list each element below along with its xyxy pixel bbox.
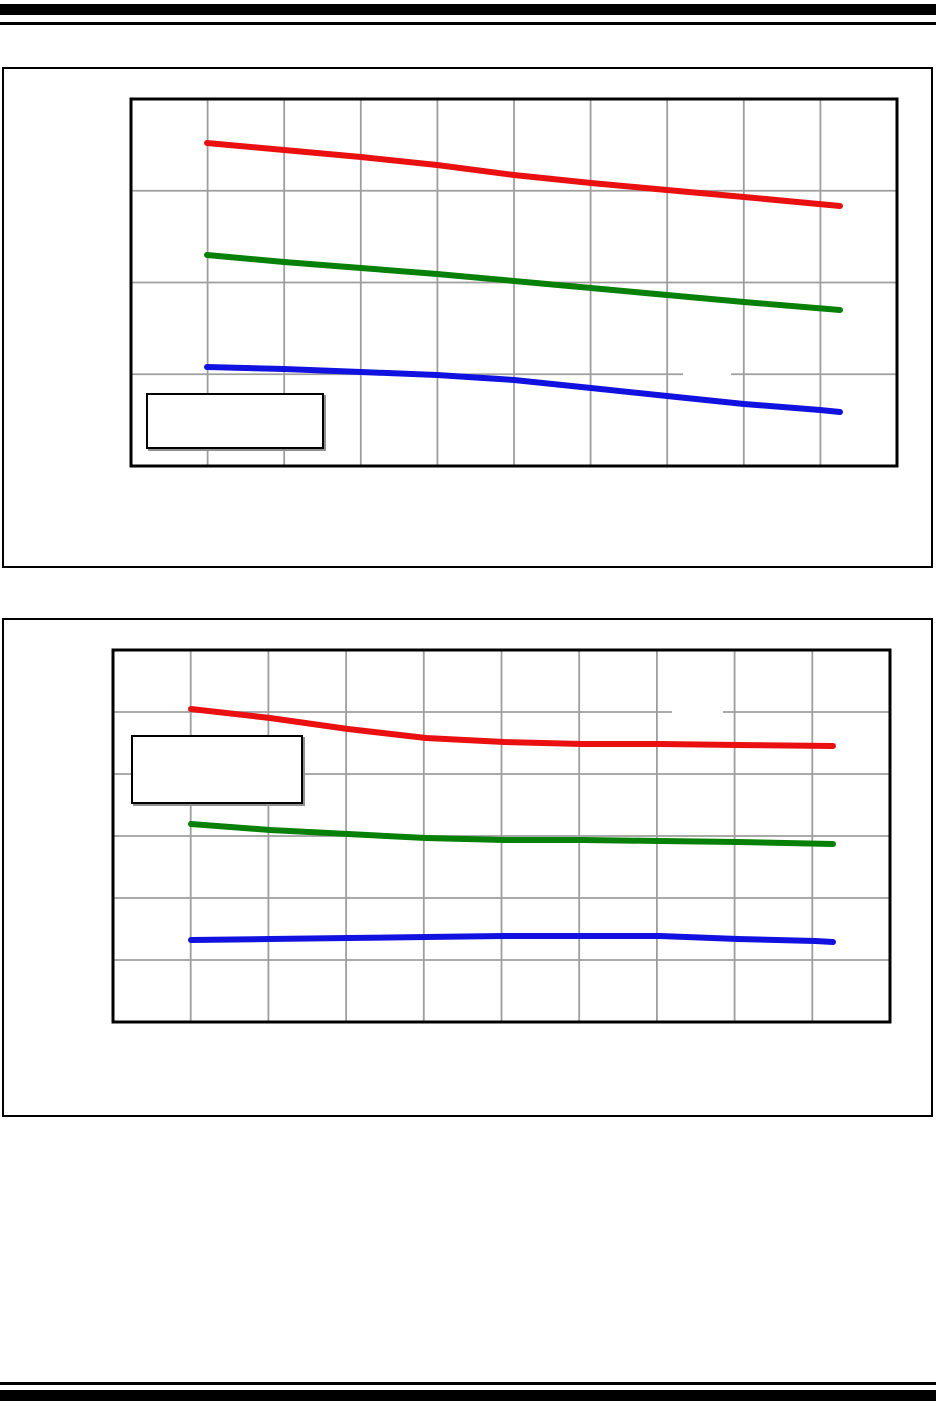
figure-1-frame [2,67,933,568]
chart-2-plot [111,648,892,1024]
figure-2-frame [2,618,933,1117]
header-rule-thick [0,4,936,15]
header-rule-thin [0,22,936,25]
chart-2-green-line [188,821,836,847]
chart-2-blue-line [188,933,836,945]
chart-1-red-line [204,140,843,209]
legend-2-box [131,735,303,804]
footer-rule-thick [0,1390,936,1401]
legend-1-box [146,393,324,449]
chart-2-red-line [188,706,836,749]
chart-1-green-line [204,252,843,313]
chart-1-blue-line [204,364,843,415]
plot-border [111,648,892,1024]
plot-border [129,97,899,468]
chart-1-plot [129,97,899,468]
footer-rule-thin [0,1382,936,1385]
